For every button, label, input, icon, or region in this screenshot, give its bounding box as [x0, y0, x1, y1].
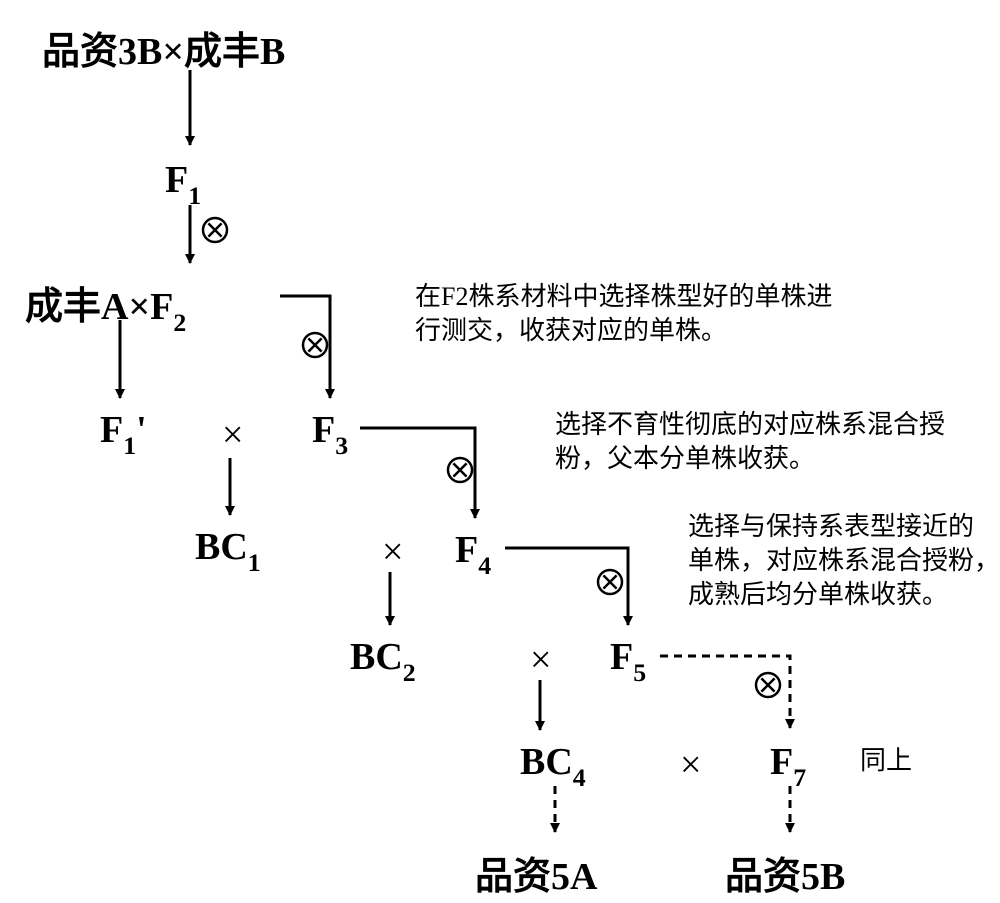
label-f7: F7 — [770, 740, 806, 790]
label-f1: F1 — [165, 158, 201, 208]
label-left-cross: 成丰A×F2 — [25, 275, 186, 335]
label-f4: F4 — [455, 528, 491, 578]
label-f3: F3 — [312, 408, 348, 458]
label-out-a: 品资5A — [475, 845, 597, 900]
note-f4: 选择与保持系表型接近的单株，对应株系混合授粉，成熟后均分单株收获。 — [688, 510, 1000, 611]
label-bc2: BC2 — [350, 635, 416, 685]
label-bc4: BC4 — [520, 740, 586, 790]
cross-x3: × — [530, 638, 551, 682]
label-f1-prime: F1' — [100, 408, 147, 458]
note-f3: 选择不育性彻底的对应株系混合授粉，父本分单株收获。 — [555, 408, 945, 476]
note-f2: 在F2株系材料中选择株型好的单株进行测交，收获对应的单株。 — [415, 280, 832, 348]
label-bc1: BC1 — [195, 525, 261, 575]
label-f5: F5 — [610, 635, 646, 685]
cross-x4: × — [680, 743, 701, 787]
label-tongshang: 同上 — [860, 740, 912, 777]
label-top-cross: 品资3B×成丰B — [42, 20, 285, 75]
cross-x2: × — [382, 530, 403, 574]
cross-x1: × — [222, 413, 243, 457]
diagram-stage: 品资3B×成丰B F1 成丰A×F2 F1' F3 F4 F5 F7 BC1 B… — [0, 0, 1000, 903]
label-out-b: 品资5B — [725, 845, 845, 900]
